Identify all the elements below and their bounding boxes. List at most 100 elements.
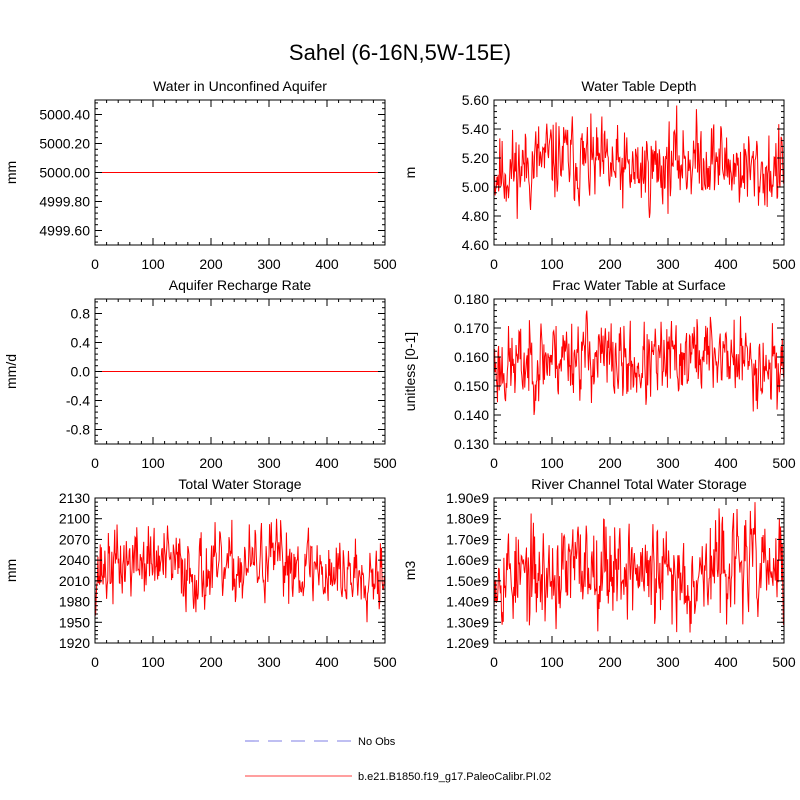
y-tick-label: 1980 bbox=[59, 594, 90, 610]
y-tick-label: 0.130 bbox=[454, 436, 489, 452]
panel-2: Water Table Depth m 0 100 200 300 400 500 4.60 4.… bbox=[402, 78, 796, 272]
x-tick-label: 500 bbox=[373, 654, 397, 670]
y-tick-label: -0.8 bbox=[66, 422, 90, 438]
y-axis-label: m bbox=[402, 167, 418, 179]
y-tick-label: 1950 bbox=[59, 614, 90, 630]
x-tick-label: 0 bbox=[91, 654, 99, 670]
legend-model-label: b.e21.B1850.f19_g17.PaleoCalibr.PI.02 bbox=[358, 771, 551, 783]
x-tick-label: 100 bbox=[540, 256, 564, 272]
panel-title: River Channel Total Water Storage bbox=[531, 476, 747, 492]
x-tick-label: 300 bbox=[656, 455, 680, 471]
x-tick-label: 0 bbox=[490, 654, 498, 670]
y-axis-label: mm/d bbox=[3, 354, 19, 389]
x-tick-label: 300 bbox=[257, 455, 281, 471]
x-tick-label: 500 bbox=[373, 455, 397, 471]
y-tick-label: 0.160 bbox=[454, 349, 489, 365]
x-tick-label: 200 bbox=[598, 654, 622, 670]
x-tick-label: 0 bbox=[91, 455, 99, 471]
y-tick-label: 0.170 bbox=[454, 320, 489, 336]
y-tick-label: 2100 bbox=[59, 511, 90, 527]
x-tick-label: 400 bbox=[315, 455, 339, 471]
x-tick-label: 300 bbox=[656, 654, 680, 670]
y-tick-label: 1.60e9 bbox=[446, 552, 489, 568]
y-tick-label: 0.150 bbox=[454, 378, 489, 394]
y-tick-label: 2130 bbox=[59, 490, 90, 506]
x-tick-label: 500 bbox=[373, 256, 397, 272]
panel-title: Aquifer Recharge Rate bbox=[169, 277, 312, 293]
panel-4: Frac Water Table at Surface unitless [0-1… bbox=[402, 277, 796, 471]
y-tick-label: 2070 bbox=[59, 531, 90, 547]
panel-1: Water in Unconfined Aquifer mm 0 100 200 300 4… bbox=[3, 78, 397, 272]
y-axis-label: m3 bbox=[402, 561, 418, 581]
y-tick-label: 0.180 bbox=[454, 291, 489, 307]
y-tick-label: 1.40e9 bbox=[446, 594, 489, 610]
y-tick-label: 5.40 bbox=[462, 121, 489, 137]
y-tick-label: 4999.60 bbox=[39, 223, 90, 239]
x-tick-label: 100 bbox=[141, 654, 165, 670]
y-tick-label: 4999.80 bbox=[39, 194, 90, 210]
y-tick-label: 5.00 bbox=[462, 179, 489, 195]
x-tick-label: 400 bbox=[315, 654, 339, 670]
x-tick-label: 500 bbox=[772, 256, 796, 272]
x-tick-label: 400 bbox=[315, 256, 339, 272]
x-tick-label: 100 bbox=[540, 654, 564, 670]
figure-title: Sahel (6-16N,5W-15E) bbox=[289, 40, 511, 65]
y-axis-label: mm bbox=[3, 161, 19, 184]
y-tick-label: 1.70e9 bbox=[446, 531, 489, 547]
x-tick-label: 500 bbox=[772, 654, 796, 670]
x-tick-label: 200 bbox=[598, 455, 622, 471]
x-tick-label: 300 bbox=[257, 256, 281, 272]
series-line bbox=[493, 105, 785, 219]
y-tick-label: 0.8 bbox=[71, 306, 91, 322]
plot-frame bbox=[493, 298, 785, 445]
y-tick-label: 0.4 bbox=[71, 335, 91, 351]
y-tick-label: 0.140 bbox=[454, 407, 489, 423]
x-tick-label: 0 bbox=[490, 455, 498, 471]
y-tick-label: 4.80 bbox=[462, 208, 489, 224]
x-tick-label: 400 bbox=[714, 455, 738, 471]
x-tick-label: 400 bbox=[714, 256, 738, 272]
panel-title: Frac Water Table at Surface bbox=[552, 277, 726, 293]
plot-frame bbox=[493, 99, 785, 246]
legend: No Obs b.e21.B1850.f19_g17.PaleoCalibr.P… bbox=[245, 736, 551, 783]
y-axis-label: mm bbox=[3, 559, 19, 582]
y-tick-label: 5000.00 bbox=[39, 165, 90, 181]
panel-title: Water in Unconfined Aquifer bbox=[153, 78, 327, 94]
y-tick-label: 1.20e9 bbox=[446, 635, 489, 651]
y-tick-label: 4.60 bbox=[462, 237, 489, 253]
x-tick-label: 200 bbox=[598, 256, 622, 272]
x-tick-label: 500 bbox=[772, 455, 796, 471]
y-tick-label: 2010 bbox=[59, 573, 90, 589]
panel-3: Aquifer Recharge Rate mm/d 0 100 200 300 400 50… bbox=[3, 277, 397, 471]
panel-title: Water Table Depth bbox=[581, 78, 696, 94]
x-tick-label: 100 bbox=[540, 455, 564, 471]
series-line bbox=[94, 518, 386, 623]
y-tick-label: 5000.40 bbox=[39, 107, 90, 123]
x-tick-label: 100 bbox=[141, 256, 165, 272]
legend-no-obs-label: No Obs bbox=[358, 736, 396, 748]
x-tick-label: 200 bbox=[199, 455, 223, 471]
y-tick-label: 5000.20 bbox=[39, 136, 90, 152]
y-axis-label: unitless [0-1] bbox=[402, 332, 418, 411]
x-tick-label: 200 bbox=[199, 654, 223, 670]
plot-frame bbox=[493, 497, 785, 644]
x-tick-label: 100 bbox=[141, 455, 165, 471]
plot-frame bbox=[94, 497, 386, 644]
y-tick-label: 1.80e9 bbox=[446, 511, 489, 527]
series-line bbox=[493, 502, 785, 633]
series-line bbox=[493, 310, 785, 416]
x-tick-label: 400 bbox=[714, 654, 738, 670]
y-tick-label: 1920 bbox=[59, 635, 90, 651]
x-tick-label: 200 bbox=[199, 256, 223, 272]
x-tick-label: 300 bbox=[257, 654, 281, 670]
panel-title: Total Water Storage bbox=[178, 476, 301, 492]
x-tick-label: 0 bbox=[490, 256, 498, 272]
y-tick-label: 1.30e9 bbox=[446, 614, 489, 630]
y-tick-label: 1.50e9 bbox=[446, 573, 489, 589]
y-tick-label: -0.4 bbox=[66, 393, 90, 409]
y-tick-label: 5.20 bbox=[462, 150, 489, 166]
panel-5: Total Water Storage mm 0 100 200 300 400 500 192… bbox=[3, 476, 397, 670]
y-tick-label: 5.60 bbox=[462, 92, 489, 108]
x-tick-label: 0 bbox=[91, 256, 99, 272]
